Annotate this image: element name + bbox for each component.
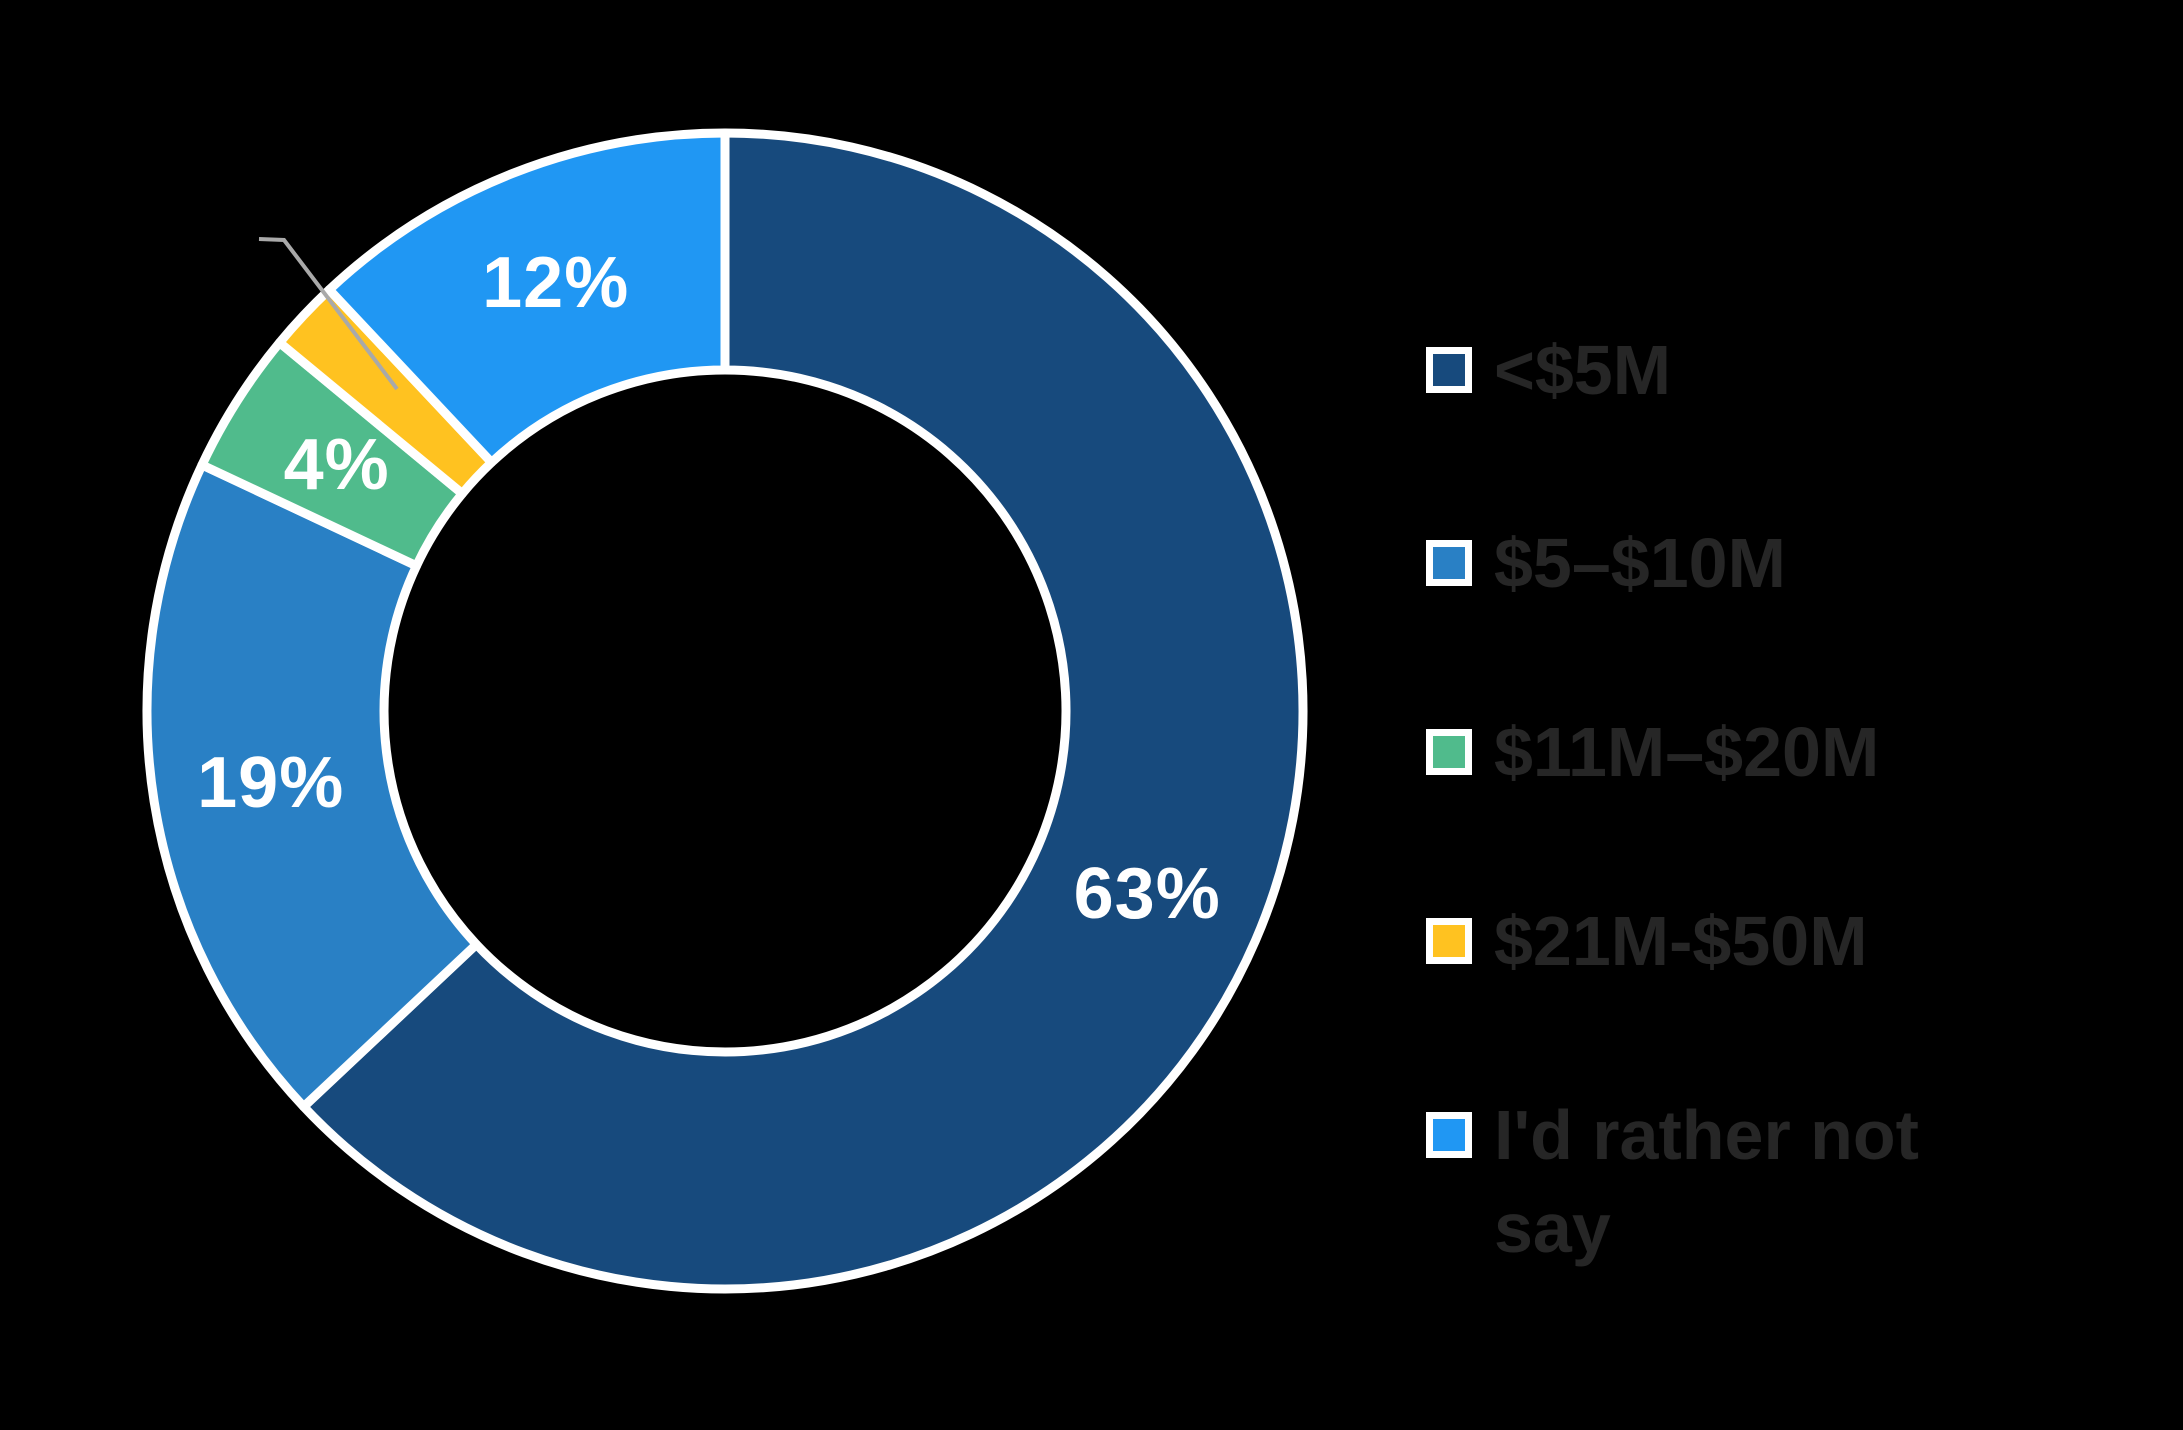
pie-slice-lt-5m (299, 128, 1308, 1294)
pie-slice-5m-10m (142, 460, 481, 1112)
legend-item-5m-10m: $5–$10M (1426, 517, 1974, 610)
callout-leader-line (258, 237, 399, 391)
legend-label-21m-50m: $21M-$50M (1494, 902, 1868, 980)
legend-item-11m-20m: $11M–$20M (1426, 706, 1974, 799)
legend-swatch-lt-5m (1426, 347, 1472, 393)
legend-label-lt-5m: <$5M (1494, 331, 1672, 409)
slice-label-11m-20m: 4% (283, 424, 390, 505)
legend-swatch-rather-not-say (1426, 1112, 1472, 1158)
legend-label-rather-not-say: I'd rather not say (1494, 1096, 1919, 1267)
legend-swatch-21m-50m (1426, 918, 1472, 964)
legend-item-lt-5m: <$5M (1426, 324, 1974, 417)
legend-swatch-11m-20m (1426, 729, 1472, 775)
legend-label-11m-20m: $11M–$20M (1494, 713, 1880, 791)
slice-label-5m-10m: 19% (197, 742, 345, 823)
legend-item-21m-50m: $21M-$50M (1426, 895, 1974, 988)
legend-item-rather-not-say: I'd rather not say (1426, 1089, 1974, 1275)
slice-label-rather-not-say: 12% (482, 243, 630, 324)
legend-label-5m-10m: $5–$10M (1494, 524, 1786, 602)
slice-label-lt-5m: 63% (1073, 853, 1221, 934)
legend-swatch-5m-10m (1426, 540, 1472, 586)
pie-slice-rather-not-say (324, 128, 730, 467)
